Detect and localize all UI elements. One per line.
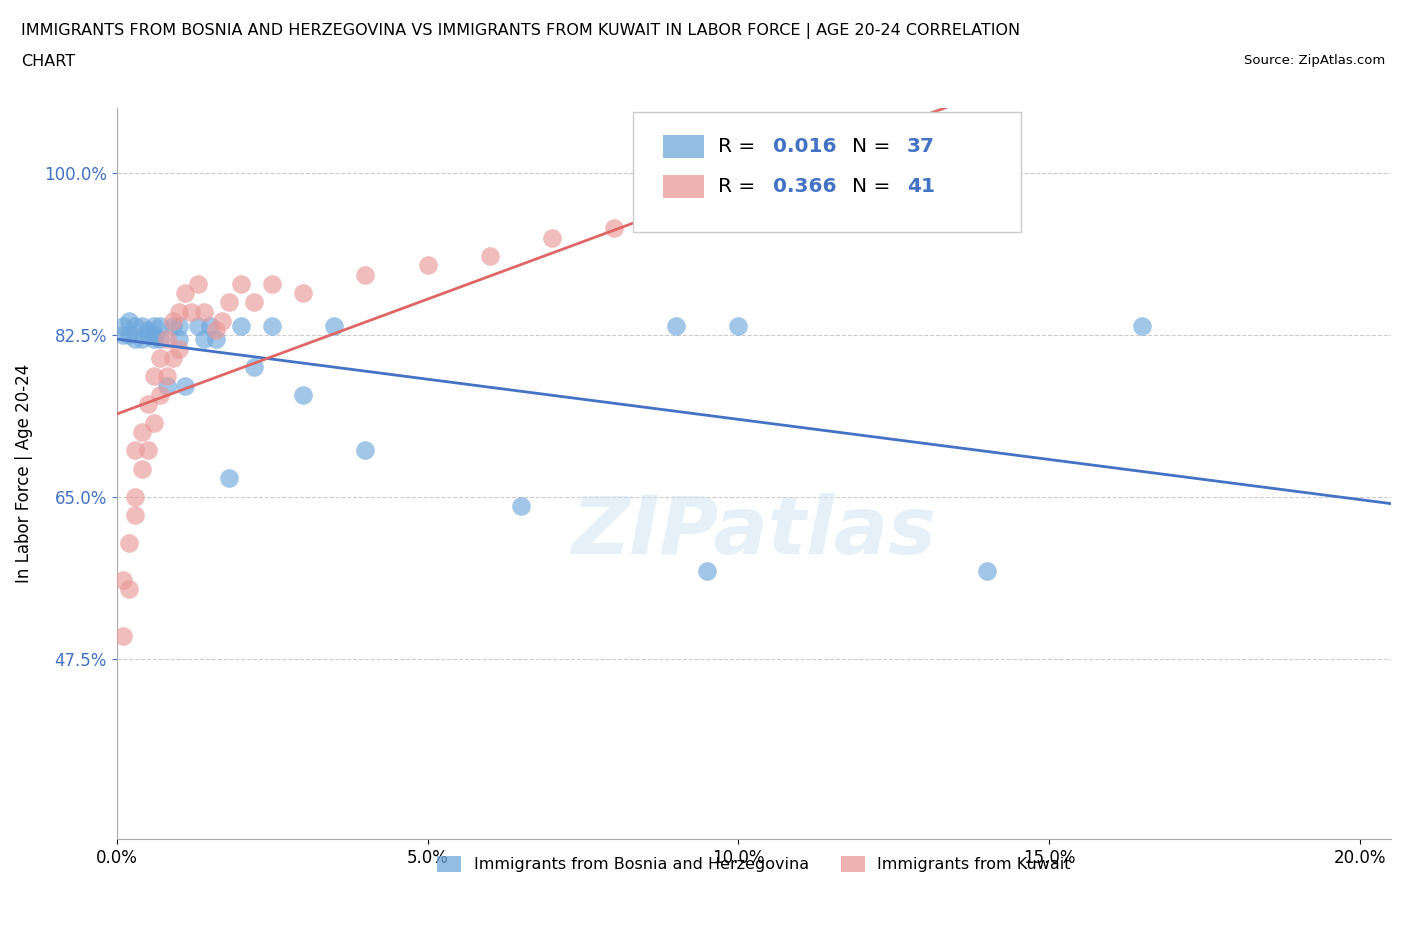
Point — [205, 323, 228, 338]
Text: R =: R = — [718, 177, 762, 195]
Point — [242, 360, 264, 375]
Point — [143, 332, 166, 347]
Point — [174, 286, 197, 300]
Point — [1132, 318, 1154, 333]
Text: 0.016: 0.016 — [773, 138, 837, 156]
Point — [852, 184, 875, 199]
Point — [143, 369, 166, 384]
Point — [118, 313, 141, 328]
Point — [112, 327, 135, 342]
Point — [136, 443, 159, 458]
Point — [727, 318, 749, 333]
Y-axis label: In Labor Force | Age 20-24: In Labor Force | Age 20-24 — [15, 364, 32, 583]
Point — [124, 332, 146, 347]
Point — [118, 582, 141, 597]
Point — [416, 258, 439, 272]
Point — [124, 318, 146, 333]
Point — [131, 424, 153, 439]
FancyBboxPatch shape — [633, 112, 1022, 232]
Point — [124, 489, 146, 504]
Text: 41: 41 — [907, 177, 935, 195]
Point — [112, 318, 135, 333]
Point — [155, 369, 177, 384]
Point — [124, 443, 146, 458]
Text: 0.366: 0.366 — [773, 177, 837, 195]
Text: CHART: CHART — [21, 54, 75, 69]
Point — [231, 276, 253, 291]
Text: 37: 37 — [907, 138, 935, 156]
Text: N =: N = — [852, 177, 897, 195]
Text: N =: N = — [852, 138, 897, 156]
Point — [118, 327, 141, 342]
Text: Source: ZipAtlas.com: Source: ZipAtlas.com — [1244, 54, 1385, 67]
Point — [118, 536, 141, 551]
Point — [167, 304, 190, 319]
Point — [124, 508, 146, 523]
Point — [211, 313, 233, 328]
Point — [149, 332, 172, 347]
Point — [323, 318, 346, 333]
Point — [354, 443, 377, 458]
Point — [727, 193, 749, 208]
Point — [162, 318, 184, 333]
Point — [167, 341, 190, 356]
Point — [155, 332, 177, 347]
Point — [218, 471, 240, 485]
Point — [187, 318, 209, 333]
Point — [136, 397, 159, 412]
Point — [242, 295, 264, 310]
Point — [262, 276, 284, 291]
Point — [167, 318, 190, 333]
Point — [162, 351, 184, 365]
FancyBboxPatch shape — [664, 175, 704, 198]
Point — [143, 318, 166, 333]
Point — [143, 416, 166, 431]
Point — [478, 248, 501, 263]
Point — [131, 318, 153, 333]
Point — [541, 230, 564, 245]
Point — [976, 166, 998, 180]
Point — [665, 318, 688, 333]
Legend: Immigrants from Bosnia and Herzegovina, Immigrants from Kuwait: Immigrants from Bosnia and Herzegovina, … — [430, 849, 1077, 879]
Point — [187, 276, 209, 291]
Point — [112, 573, 135, 588]
Point — [167, 332, 190, 347]
Point — [131, 332, 153, 347]
Point — [509, 498, 531, 513]
Point — [180, 304, 202, 319]
Point — [149, 388, 172, 403]
Point — [696, 564, 718, 578]
Point — [131, 461, 153, 476]
Point — [193, 332, 215, 347]
Point — [136, 327, 159, 342]
Point — [292, 286, 315, 300]
FancyBboxPatch shape — [664, 135, 704, 158]
Point — [149, 318, 172, 333]
Point — [205, 332, 228, 347]
Point — [136, 323, 159, 338]
Point — [162, 313, 184, 328]
Point — [603, 221, 626, 236]
Text: R =: R = — [718, 138, 762, 156]
Point — [112, 628, 135, 643]
Point — [231, 318, 253, 333]
Point — [665, 212, 688, 227]
Point — [193, 304, 215, 319]
Text: IMMIGRANTS FROM BOSNIA AND HERZEGOVINA VS IMMIGRANTS FROM KUWAIT IN LABOR FORCE : IMMIGRANTS FROM BOSNIA AND HERZEGOVINA V… — [21, 23, 1021, 39]
Point — [149, 351, 172, 365]
Point — [174, 379, 197, 393]
Point — [198, 318, 221, 333]
Point — [262, 318, 284, 333]
Text: ZIPatlas: ZIPatlas — [571, 493, 936, 571]
Point — [354, 267, 377, 282]
Point — [155, 379, 177, 393]
Point — [976, 564, 998, 578]
Point — [218, 295, 240, 310]
Point — [292, 388, 315, 403]
Point — [143, 327, 166, 342]
